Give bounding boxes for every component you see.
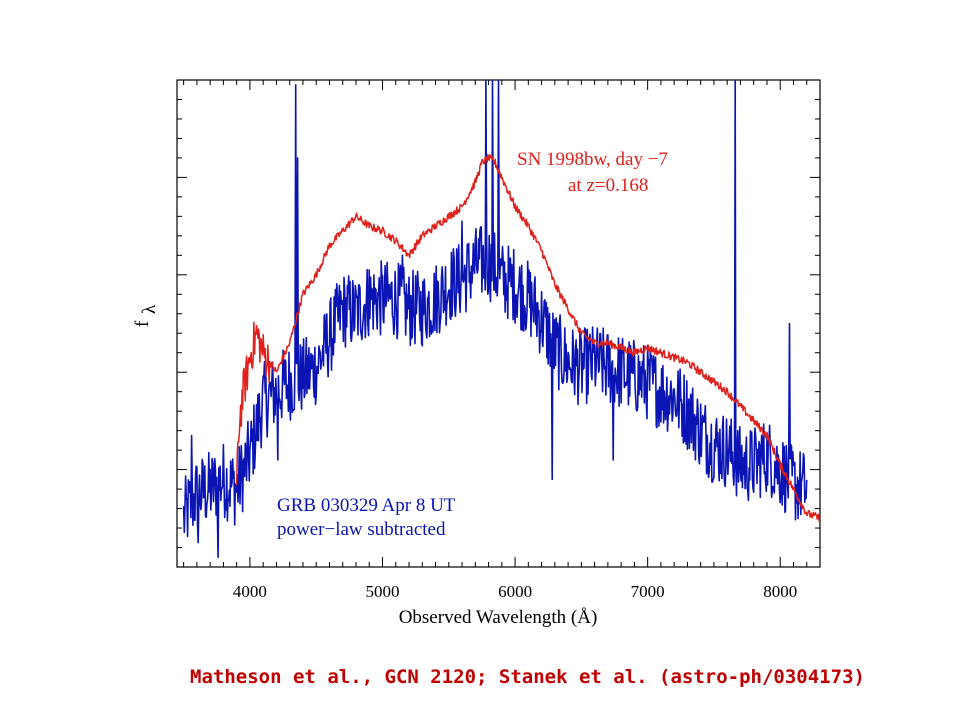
x-tick-label: 8000: [763, 582, 797, 601]
y-axis-label-sub: λ: [139, 304, 160, 314]
x-tick-label: 5000: [365, 582, 399, 601]
x-tick-label: 4000: [233, 582, 267, 601]
x-tick-label: 7000: [631, 582, 665, 601]
x-tick-label: 6000: [498, 582, 532, 601]
x-tick-labels: 4000 5000 6000 7000 8000: [233, 582, 797, 601]
x-axis-label: Observed Wavelength (Å): [399, 607, 598, 628]
grb-annotation-line2: power−law subtracted: [277, 519, 446, 540]
citation: Matheson et al., GCN 2120; Stanek et al.…: [190, 666, 865, 688]
grb-annotation-line1: GRB 030329 Apr 8 UT: [277, 495, 456, 516]
y-axis-label-main: f: [132, 320, 153, 327]
series-layer: [182, 79, 821, 559]
sn-annotation-line2: at z=0.168: [568, 175, 648, 196]
axis-ticks: [177, 79, 820, 568]
y-axis-label: f λ: [132, 304, 160, 327]
sn-series-line: [235, 153, 821, 523]
sn-annotation-line1: SN 1998bw, day −7: [517, 149, 668, 170]
grb-series-line: [182, 79, 808, 559]
